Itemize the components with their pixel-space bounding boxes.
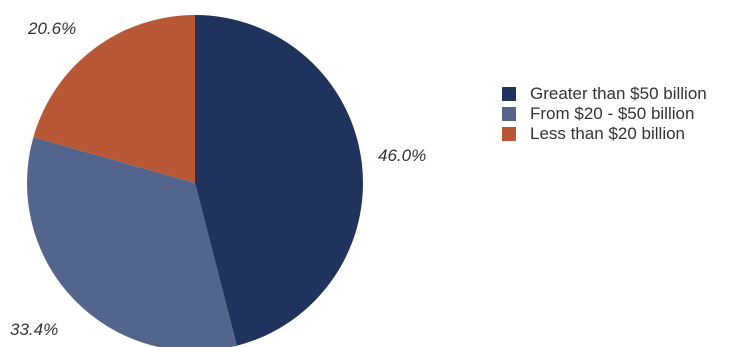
legend-label-0: Greater than $50 billion [530,84,707,103]
pie-slice-0 [195,15,363,346]
pie-slice-2 [33,15,195,183]
slice-label-2: 20.6% [27,19,76,38]
legend-swatch-0 [502,87,516,101]
legend-label-1: From $20 - $50 billion [530,104,695,123]
legend: Greater than $50 billion From $20 - $50 … [502,84,707,144]
legend-label-2: Less than $20 billion [530,124,686,143]
legend-swatch-2 [502,127,516,141]
legend-item-1: From $20 - $50 billion [502,104,707,124]
pie-slice-1 [27,137,237,347]
slice-label-0: 46.0% [378,146,426,165]
pie-slices [27,15,363,347]
legend-item-0: Greater than $50 billion [502,84,707,104]
legend-item-2: Less than $20 billion [502,124,707,144]
slice-label-1: 33.4% [10,320,58,339]
legend-swatch-1 [502,107,516,121]
slice-labels: 46.0% 33.4% 20.6% [10,19,426,339]
